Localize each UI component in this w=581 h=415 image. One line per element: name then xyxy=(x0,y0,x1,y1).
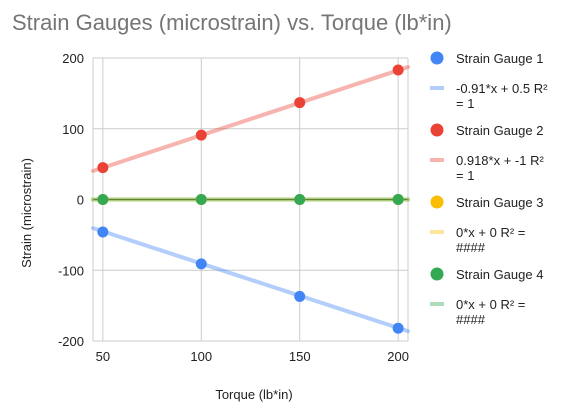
data-point-series-4 xyxy=(392,194,404,205)
data-point-series-2 xyxy=(195,129,207,141)
x-axis-label: Torque (lb*in) xyxy=(215,387,292,402)
legend-trendline-label-series-4: 0*x + 0 R² = xyxy=(456,297,525,312)
legend-marker-series-2 xyxy=(430,123,444,137)
legend-trendline-label-series-2: = 1 xyxy=(456,168,474,183)
legend-trendline-label-series-4: #### xyxy=(456,312,486,327)
legend-trendline-label-series-1: -0.91*x + 0.5 R² xyxy=(456,81,548,96)
y-tick-label: -200 xyxy=(58,334,84,349)
point-layer xyxy=(97,64,404,334)
x-tick-label: 50 xyxy=(96,349,110,364)
y-tick-label: -100 xyxy=(58,263,84,278)
data-point-series-2 xyxy=(294,97,306,109)
y-tick-label: 100 xyxy=(62,122,84,137)
data-point-series-2 xyxy=(97,162,109,174)
trendline-series-2 xyxy=(91,65,410,173)
trendline-layer xyxy=(91,65,410,334)
data-point-series-4 xyxy=(294,194,306,205)
x-tick-label: 100 xyxy=(190,349,212,364)
legend: Strain Gauge 1-0.91*x + 0.5 R²= 1Strain … xyxy=(430,51,548,327)
legend-label-series-3: Strain Gauge 3 xyxy=(456,195,543,210)
tick-layer: -200 -100 0 100 200 50 100 150 200 xyxy=(58,51,409,364)
x-tick-label: 200 xyxy=(387,349,409,364)
data-point-series-2 xyxy=(392,64,404,76)
legend-trendline-label-series-1: = 1 xyxy=(456,96,474,111)
legend-trendline-label-series-2: 0.918*x + -1 R² xyxy=(456,153,544,168)
y-tick-label: 200 xyxy=(62,51,84,66)
legend-marker-series-4 xyxy=(430,267,444,281)
y-tick-label: 0 xyxy=(77,193,84,208)
legend-marker-series-3 xyxy=(430,195,444,209)
data-point-series-1 xyxy=(195,258,207,270)
data-point-series-1 xyxy=(97,226,109,238)
legend-trendline-label-series-3: 0*x + 0 R² = xyxy=(456,225,525,240)
legend-label-series-1: Strain Gauge 1 xyxy=(456,51,543,66)
legend-label-series-4: Strain Gauge 4 xyxy=(456,267,543,282)
legend-trendline-label-series-3: #### xyxy=(456,240,486,255)
y-axis-label: Strain (microstrain) xyxy=(19,158,34,268)
legend-label-series-2: Strain Gauge 2 xyxy=(456,123,543,138)
x-tick-label: 150 xyxy=(289,349,311,364)
data-point-series-4 xyxy=(97,194,109,205)
data-point-series-4 xyxy=(195,194,207,205)
chart-title: Strain Gauges (microstrain) vs. Torque (… xyxy=(12,10,452,35)
data-point-series-1 xyxy=(392,322,404,334)
trendline-series-1 xyxy=(91,226,410,334)
legend-marker-series-1 xyxy=(430,51,444,65)
data-point-series-1 xyxy=(294,290,306,302)
